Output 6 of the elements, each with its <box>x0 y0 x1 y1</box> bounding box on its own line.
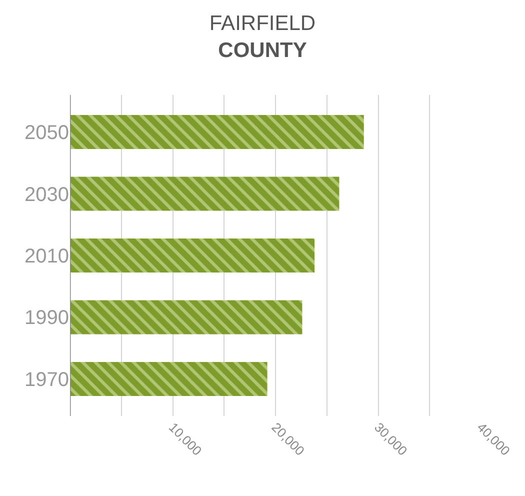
y-tick-label: 2050 <box>24 122 69 144</box>
y-tick-label: 1970 <box>24 368 69 391</box>
chart-title: FAIRFIELD COUNTY <box>209 12 316 62</box>
y-tick-label: 2030 <box>24 184 69 206</box>
y-tick-label: 1990 <box>24 307 69 330</box>
y-tick-label: 2010 <box>24 246 69 268</box>
